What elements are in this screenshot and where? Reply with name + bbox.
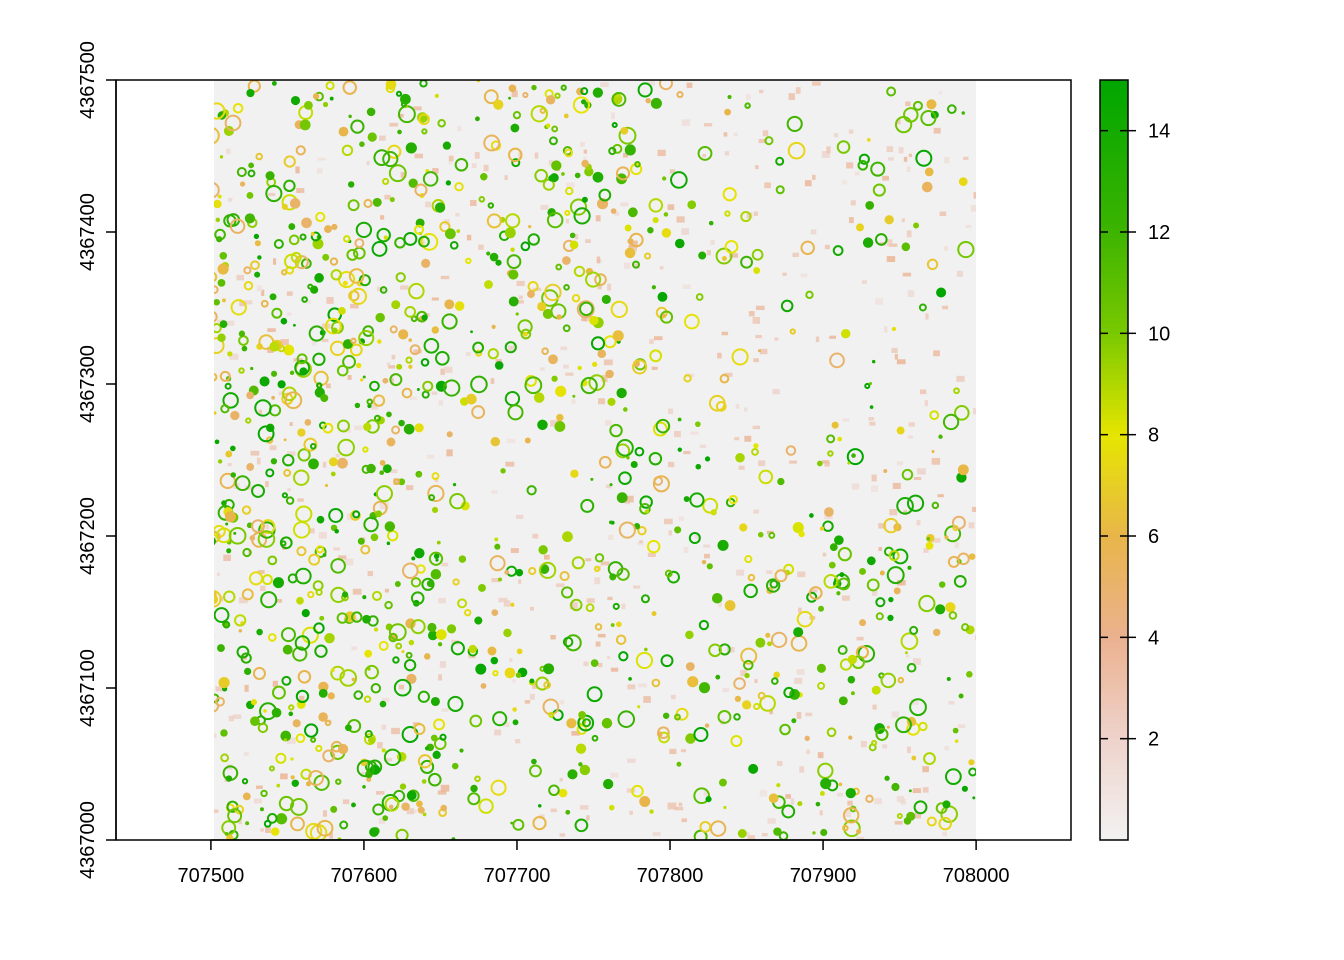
x-tick-label: 707500 [178,865,245,887]
y-tick-label: 4367500 [77,41,99,119]
legend-tick-label: 2 [1148,729,1159,751]
legend-color-bar [1100,80,1128,841]
y-tick-label: 4367300 [77,345,99,423]
legend-tick-label: 8 [1148,425,1159,447]
y-tick-label: 4367100 [77,649,99,727]
y-tick-label: 4367000 [77,801,99,879]
legend-frame [1099,79,1129,841]
y-tick-label: 4367200 [77,497,99,575]
legend-tick-label: 10 [1148,323,1170,345]
legend-tick-label: 4 [1148,627,1159,649]
x-tick-label: 707900 [790,865,857,887]
x-tick-label: 707800 [637,865,704,887]
x-tick-label: 707600 [331,865,398,887]
x-tick-label: 708000 [943,865,1010,887]
canopy-height-raster [214,80,976,840]
color-legend: 2 4 6 8 10 12 14 [1099,79,1170,841]
x-axis: 707500 707600 707700 707800 707900 708000 [178,839,1010,887]
x-tick-label: 707700 [484,865,551,887]
y-axis: 4367000 4367100 4367200 4367300 4367400 43675… [77,41,117,879]
y-tick-label: 4367400 [77,193,99,271]
legend-tick-label: 12 [1148,222,1170,244]
legend-tick-label: 14 [1148,121,1170,143]
legend-ticks: 2 4 6 8 10 12 14 [1100,121,1170,751]
legend-tick-label: 6 [1148,526,1159,548]
